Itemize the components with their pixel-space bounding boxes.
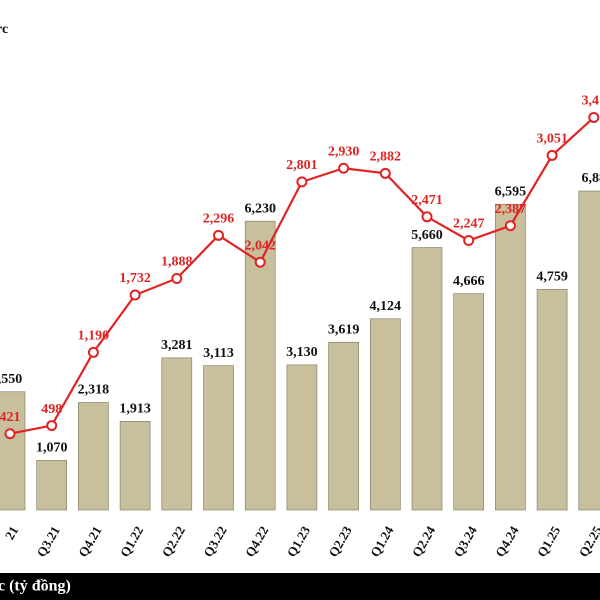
line-marker	[87, 346, 99, 358]
bar-value-label: 4,666	[453, 274, 485, 289]
bar-value-label: 6,88	[582, 171, 600, 186]
x-tick-label: Q1.22	[117, 523, 146, 559]
line-value-label: 2,247	[453, 217, 485, 232]
x-tick-label: Q1.25	[534, 523, 564, 559]
x-tick-label: Q3.21	[33, 523, 62, 559]
bar	[536, 289, 568, 511]
bar	[78, 402, 109, 511]
bar	[119, 421, 151, 511]
bar-value-label: 1,913	[119, 402, 151, 417]
bar	[0, 391, 26, 511]
x-tick-label: Q2.22	[159, 523, 188, 559]
line-value-label: 1,888	[161, 255, 193, 270]
x-tick-label: Q4.24	[492, 523, 522, 559]
line-marker	[296, 176, 308, 188]
line-value-label: 421	[0, 410, 21, 425]
bar-value-label: 4,759	[536, 270, 568, 285]
footer-band	[0, 573, 600, 600]
bar	[286, 364, 318, 511]
line-marker	[379, 167, 391, 179]
bar	[495, 203, 526, 511]
bar	[411, 247, 443, 511]
bar	[328, 341, 359, 511]
bar-value-label: 6,230	[244, 201, 276, 216]
footer-label: c (tỷ đồng)	[0, 578, 71, 595]
line-value-label: 2,296	[203, 212, 235, 227]
line-marker	[421, 211, 433, 223]
bar-value-label: 3,130	[286, 345, 318, 360]
bar	[453, 293, 485, 511]
line-value-label: 3,41	[582, 94, 600, 109]
line-value-label: 3,051	[536, 132, 568, 147]
line-value-label: 2,387	[495, 202, 527, 217]
bar	[578, 190, 600, 511]
bar-value-label: 5,660	[411, 228, 443, 243]
line-marker	[4, 428, 16, 440]
x-tick-label: Q3.22	[200, 523, 229, 559]
line-marker	[463, 235, 475, 247]
x-tick-label: Q1.24	[367, 523, 397, 559]
bar	[244, 220, 276, 511]
line-marker	[254, 256, 266, 268]
line-marker	[504, 220, 516, 232]
line-value-label: 2,930	[328, 144, 360, 159]
bar-value-label: 6,595	[495, 184, 527, 199]
line-value-label: 2,882	[370, 150, 402, 165]
bar	[203, 365, 234, 511]
line-marker	[546, 149, 558, 161]
bar-value-label: 1,070	[36, 441, 68, 456]
line-marker	[171, 272, 183, 284]
x-tick-label: Q3.24	[450, 523, 480, 559]
line-marker	[588, 111, 600, 123]
x-tick-label: Q4.21	[75, 523, 104, 559]
line-marker	[129, 289, 141, 301]
bar-value-label: 4,124	[370, 299, 402, 314]
bar	[36, 460, 68, 511]
line-value-label: 498	[41, 402, 62, 417]
bar-value-label: 3,281	[161, 338, 193, 353]
line-value-label: 2,471	[411, 193, 443, 208]
bar	[369, 318, 401, 511]
line-value-label: 1,732	[119, 271, 151, 286]
x-tick-label: 21	[2, 523, 21, 542]
line-value-label: 2,042	[244, 238, 276, 253]
line-value-label: 1,190	[78, 329, 110, 344]
bar-value-label: 3,619	[328, 322, 360, 337]
bar-value-label: ,550	[0, 372, 22, 387]
x-tick-label: Q2.23	[325, 523, 355, 559]
x-tick-label: Q2.25	[576, 523, 600, 559]
bar-value-label: 2,318	[78, 383, 110, 398]
x-tick-label: Q2.24	[409, 523, 439, 559]
x-tick-label: Q1.23	[284, 523, 314, 559]
bar-value-label: 3,113	[203, 346, 234, 361]
bar	[161, 357, 193, 511]
line-marker	[213, 229, 224, 241]
x-tick-label: Q4.22	[242, 523, 271, 559]
chart-title: rc	[0, 22, 8, 37]
line-value-label: 2,801	[286, 158, 318, 173]
line-marker	[46, 420, 58, 432]
line-marker	[338, 162, 350, 174]
